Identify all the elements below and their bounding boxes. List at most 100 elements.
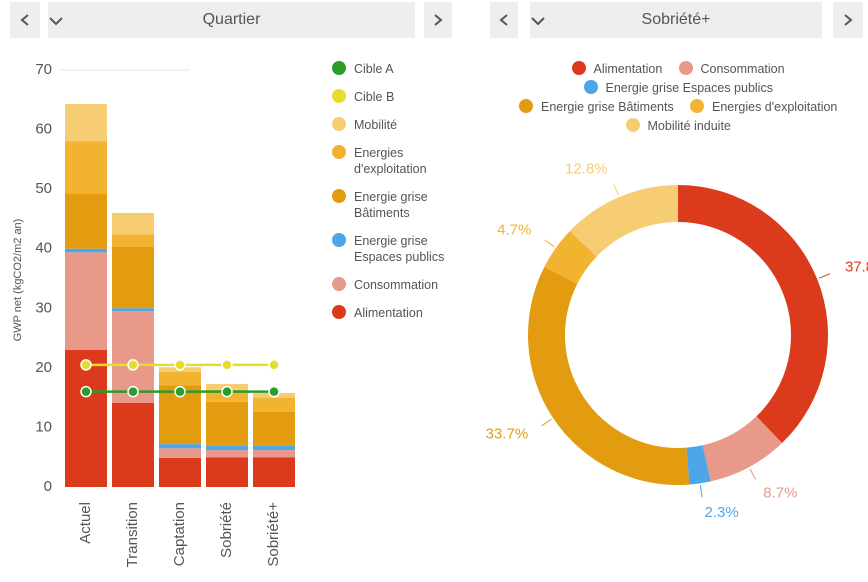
- bar-segment: [112, 308, 154, 312]
- target-marker: [268, 359, 280, 371]
- x-tick-label: Actuel: [77, 502, 94, 544]
- y-tick-label: 30: [35, 299, 52, 316]
- legend-swatch: [332, 61, 346, 75]
- next-button[interactable]: [833, 2, 863, 38]
- legend-swatch: [519, 99, 533, 113]
- legend-swatch: [678, 61, 693, 75]
- bar-segment: [159, 448, 201, 458]
- y-tick-label: 0: [44, 478, 52, 495]
- legend-label: Energies d'exploitation: [354, 146, 427, 176]
- donut-slice: [678, 185, 828, 444]
- y-tick-label: 60: [35, 121, 52, 138]
- donut-slice: [528, 266, 690, 485]
- bar-segment: [253, 411, 295, 446]
- x-tick-label: Captation: [171, 502, 188, 566]
- target-marker: [127, 359, 139, 371]
- dropdown-label: Sobriété+: [641, 11, 711, 28]
- legend-swatch: [332, 117, 346, 131]
- legend-swatch: [332, 145, 346, 159]
- target-marker: [174, 385, 186, 398]
- y-axis-label: GWP net (kgCO2/m2 an): [12, 219, 24, 342]
- legend-item: Consommation: [678, 61, 785, 77]
- legend-swatch: [690, 99, 704, 113]
- icon: [844, 14, 853, 26]
- dropdown[interactable]: Quartier: [48, 2, 415, 38]
- target-marker: [221, 359, 233, 371]
- data-label: 8.7%: [763, 485, 797, 502]
- bar-segment: [65, 248, 107, 253]
- legend-swatch: [571, 61, 586, 75]
- legend-label: Mobilité induite: [647, 119, 731, 133]
- donut-slice: [569, 185, 678, 257]
- legend-swatch: [583, 80, 598, 94]
- y-tick-label: 20: [35, 359, 52, 376]
- legend-label: Energie grise Espaces publics: [354, 234, 445, 264]
- next-button[interactable]: [424, 2, 452, 38]
- bar-segment: [112, 403, 154, 487]
- legend-item: Energies d'exploitation: [332, 145, 462, 177]
- bar-segment: [206, 457, 248, 487]
- legend-label: Cible A: [354, 62, 394, 76]
- bar-segment: [206, 401, 248, 446]
- legend-item: Alimentation: [332, 305, 462, 321]
- donut-slice: [702, 416, 783, 482]
- label-leader: [541, 418, 552, 427]
- legend-item: Energie grise Espaces publics: [583, 80, 773, 96]
- label-leader: [699, 485, 703, 498]
- bar-segment: [159, 372, 201, 386]
- label-leader: [749, 468, 757, 480]
- legend-label: Mobilité: [354, 118, 398, 132]
- prev-button[interactable]: [490, 2, 518, 38]
- legend-label: Alimentation: [593, 62, 663, 76]
- icon: [499, 14, 508, 26]
- icon: [20, 14, 29, 26]
- legend-label: Consommation: [354, 278, 439, 292]
- legend-item: Energie grise Bâtiments: [519, 99, 674, 115]
- icon: [531, 17, 545, 26]
- target-marker: [127, 385, 139, 398]
- legend-label: Consommation: [700, 62, 785, 76]
- legend-swatch: [332, 305, 346, 319]
- legend-item: Energie grise Bâtiments: [332, 189, 462, 221]
- bar-segment: [65, 193, 107, 249]
- y-tick-label: 10: [35, 418, 52, 435]
- bar-segment: [159, 444, 201, 449]
- donut-slice: [686, 445, 711, 485]
- prev-button[interactable]: [10, 2, 40, 38]
- bar-segment: [65, 103, 107, 142]
- legend-swatch: [332, 189, 346, 203]
- legend-swatch: [332, 277, 346, 291]
- x-tick-label: Sobriété: [218, 502, 235, 558]
- legend-swatch: [625, 118, 640, 132]
- bar-segment: [65, 252, 107, 350]
- bar-segment: [159, 457, 201, 487]
- legend-item: Mobilité induite: [625, 118, 731, 134]
- legend-item: Cible A: [332, 61, 462, 77]
- target-marker: [221, 385, 233, 398]
- legend-item: Alimentation: [571, 61, 663, 77]
- bar-segment: [65, 349, 107, 487]
- legend-swatch: [332, 233, 346, 247]
- bar-segment: [253, 457, 295, 487]
- label-leader: [818, 273, 831, 279]
- y-tick-label: 50: [35, 180, 52, 197]
- bar-segment: [112, 212, 154, 235]
- legend-item: Cible B: [332, 89, 462, 105]
- legend-item: Mobilité: [332, 117, 462, 133]
- legend-item: Energie grise Espaces publics: [332, 233, 462, 265]
- dropdown[interactable]: Sobriété+: [530, 2, 822, 38]
- bar-segment: [112, 246, 154, 309]
- label-leader: [544, 239, 555, 248]
- bar-segment: [253, 397, 295, 412]
- y-tick-label: 70: [35, 61, 52, 78]
- legend-label: Energies d'exploitation: [712, 100, 838, 114]
- bar-segment: [112, 234, 154, 247]
- legend-item: Energies d'exploitation: [690, 99, 837, 115]
- bar-segment: [253, 450, 295, 458]
- legend-label: Alimentation: [354, 306, 423, 320]
- target-marker: [80, 359, 92, 371]
- legend-label: Energie grise Espaces publics: [605, 81, 773, 95]
- dropdown-label: Quartier: [202, 11, 261, 28]
- data-label: 12.8%: [565, 160, 608, 177]
